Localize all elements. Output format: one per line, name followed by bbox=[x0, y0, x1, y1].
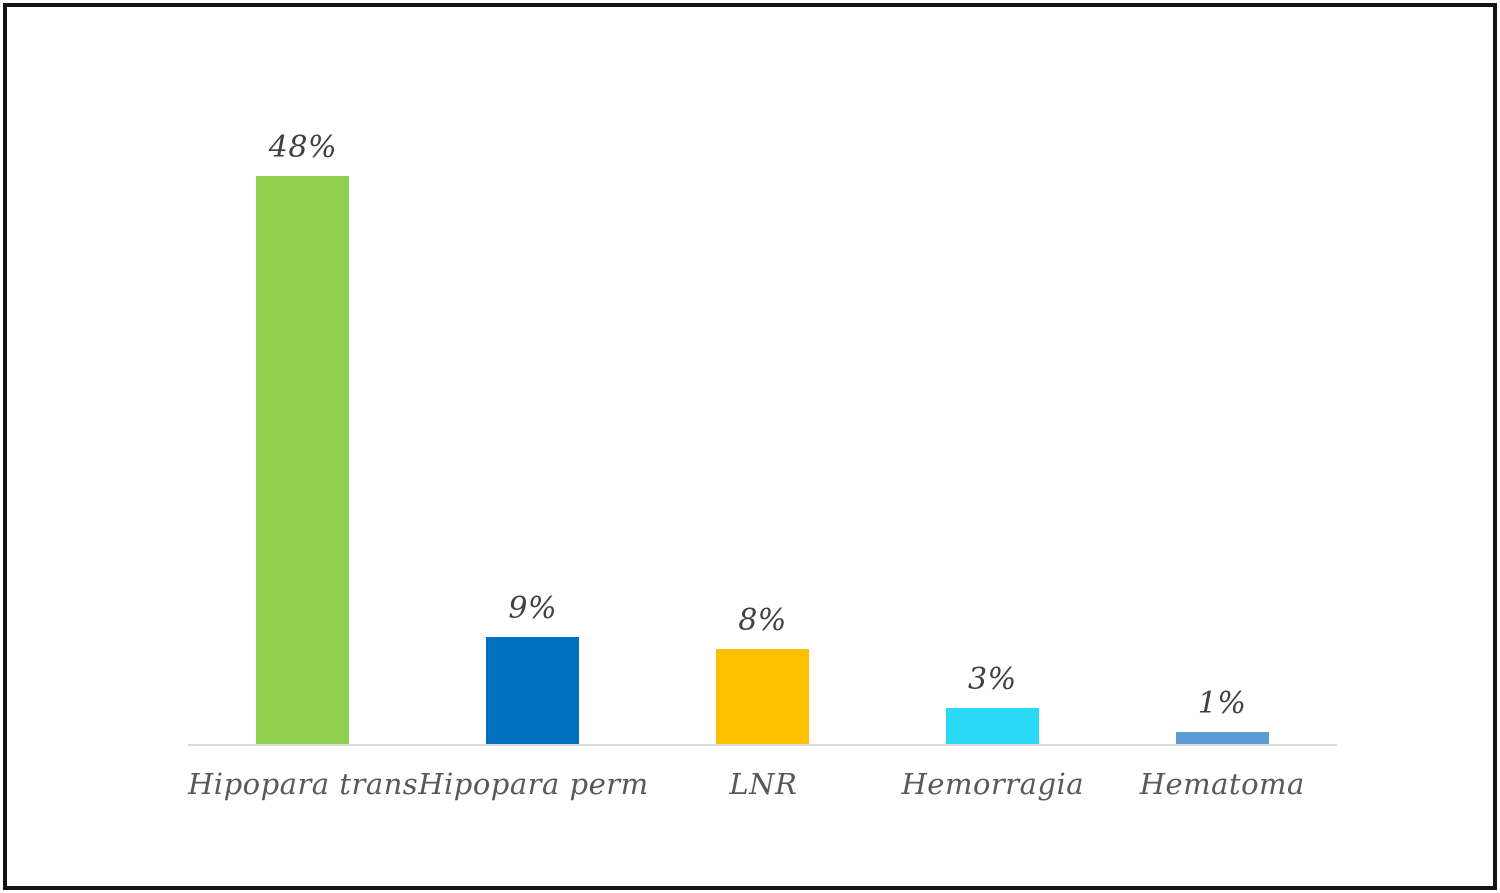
category-label-hematoma: Hematoma bbox=[1139, 767, 1305, 801]
bar-column-hipopara-trans: 48% bbox=[188, 0, 418, 744]
value-label-hemorragia: 3% bbox=[967, 662, 1017, 697]
value-label-lnr: 8% bbox=[738, 603, 787, 638]
bar-column-lnr: 8% bbox=[648, 0, 878, 744]
value-label-hipopara-perm: 9% bbox=[508, 591, 557, 626]
bar-lnr bbox=[715, 649, 809, 744]
category-label-lnr: LNR bbox=[729, 767, 798, 801]
category-label-hipopara-perm: Hipopara perm bbox=[418, 767, 649, 801]
bar-hipopara-trans bbox=[256, 176, 350, 744]
bar-hematoma bbox=[1175, 732, 1269, 744]
category-axis-labels: Hipopara trans Hipopara perm LNR Hemorragia… bbox=[188, 764, 1337, 804]
x-axis-line bbox=[188, 744, 1337, 746]
bar-hemorragia bbox=[945, 708, 1039, 744]
bar-column-hemorragia: 3% bbox=[877, 0, 1107, 744]
category-label-hemorragia: Hemorragia bbox=[901, 767, 1085, 801]
category-label-hipopara-trans: Hipopara trans bbox=[188, 767, 419, 801]
bar-column-hematoma: 1% bbox=[1107, 0, 1337, 744]
value-label-hipopara-trans: 48% bbox=[268, 130, 337, 165]
bar-column-hipopara-perm: 9% bbox=[418, 0, 648, 744]
bar-hipopara-perm bbox=[486, 637, 580, 744]
bar-columns: 48% 9% 8% 3% 1% bbox=[188, 0, 1337, 744]
value-label-hematoma: 1% bbox=[1197, 686, 1247, 721]
